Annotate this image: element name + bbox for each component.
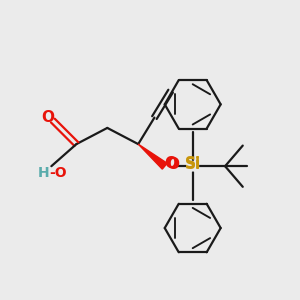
FancyBboxPatch shape <box>167 161 176 172</box>
Text: -O: -O <box>49 166 67 180</box>
Text: O: O <box>165 156 178 171</box>
Text: O: O <box>166 157 179 172</box>
Text: H: H <box>38 166 49 180</box>
Text: Si: Si <box>184 156 201 171</box>
Text: Si: Si <box>184 157 201 172</box>
Polygon shape <box>138 144 167 169</box>
FancyBboxPatch shape <box>186 161 199 172</box>
Text: O: O <box>41 110 54 124</box>
